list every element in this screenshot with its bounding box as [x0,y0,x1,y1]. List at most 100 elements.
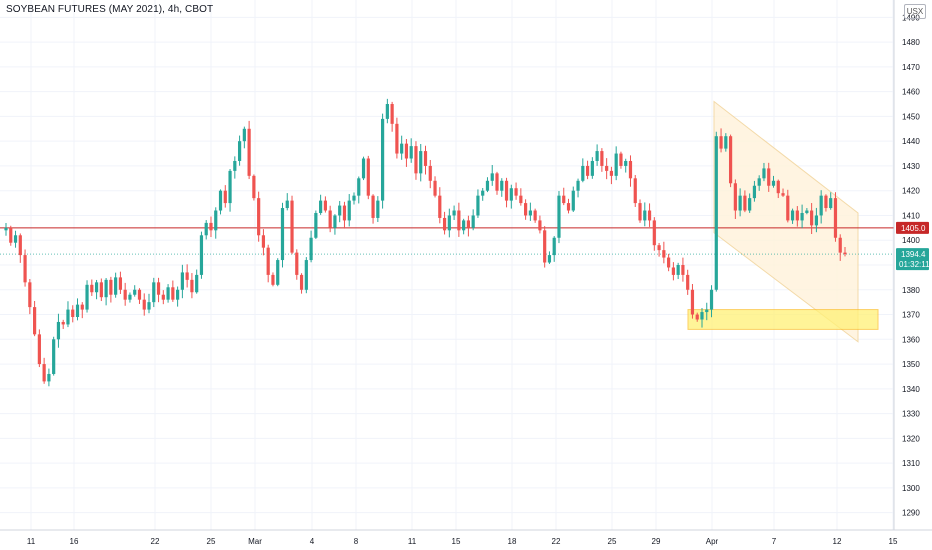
candle [314,210,318,240]
candle [838,234,842,261]
currency-badge[interactable]: USX [904,4,926,19]
candle-body [495,173,499,191]
candle [624,158,628,173]
candle [33,300,37,337]
candle-body [690,289,695,315]
candle-body [724,136,728,149]
last-price-tag-text: 1394.4 [901,250,926,259]
candle-body [13,235,18,243]
candle [495,171,499,195]
candle [190,273,194,299]
candle [776,179,780,199]
price-tick-label: 1450 [902,112,920,121]
candle [80,302,84,319]
candle [509,184,513,209]
candle [700,308,704,328]
time-tick-label: 4 [310,537,315,546]
candle-body [114,277,118,295]
candle [829,192,833,210]
candle-body [700,312,704,320]
candle-body [776,180,780,194]
price-tick-label: 1320 [902,434,920,443]
candle [781,188,785,197]
candle-body [681,265,685,275]
candle [61,319,65,329]
candle-body [733,183,737,211]
price-tick-label: 1370 [902,311,920,320]
candle-body [838,237,842,253]
candle-body [299,274,304,290]
price-tick-label: 1430 [902,162,920,171]
candle [676,262,680,280]
candle-body [257,198,261,236]
candle-body [585,165,590,176]
candle [605,158,609,180]
candle-body [66,309,70,325]
candle [323,196,327,213]
candle-body [786,195,790,221]
candle-body [686,274,690,290]
candle-body [80,304,84,310]
candle [476,189,480,218]
candle-body [662,250,666,258]
candle [581,158,585,183]
candle [538,215,542,234]
candle [452,205,456,221]
candle [695,312,699,322]
candle [638,199,642,223]
candle-body [557,195,561,238]
candle [252,174,256,201]
time-tick-label: Apr [706,537,719,546]
candle-body [519,195,523,204]
candle [752,180,757,202]
candle-body [218,190,223,211]
candle [819,190,823,224]
candle [609,166,614,185]
candle [419,143,423,182]
time-tick-label: 25 [207,537,216,546]
candle-body [743,195,747,211]
candle [257,191,261,242]
candle [757,175,761,191]
candle-body [457,210,461,231]
candle [228,168,232,212]
candle [514,182,518,200]
candle-body [824,195,828,209]
candle-body [180,272,184,290]
candle-body [633,178,637,204]
candle [790,208,795,224]
candle-body [37,334,41,365]
candle [395,117,399,159]
level-price-tag: 1405.0 [896,221,929,234]
candle-body [52,339,56,374]
candle [361,156,366,181]
candle [90,279,94,296]
candle-body [247,128,251,176]
candle-body [214,210,218,231]
price-tick-label: 1330 [902,410,920,419]
candle-body [33,307,37,335]
candle [137,288,142,304]
candle-body [833,198,838,238]
candle [462,218,466,235]
candle [180,264,184,299]
candle [166,284,170,303]
candle-body [156,282,161,295]
candle-body [671,267,675,275]
candle [109,276,113,303]
candle-body [509,188,513,201]
candle-body [571,190,575,211]
candle [176,286,180,307]
candle-body [90,284,94,293]
candle [447,208,451,238]
candle [266,244,270,283]
time-tick-label: 11 [408,537,417,546]
candle [667,253,671,272]
candle-body [790,210,795,221]
candle [133,285,137,297]
candle [338,200,342,223]
candle-body [676,265,680,275]
candle-body [204,222,208,236]
